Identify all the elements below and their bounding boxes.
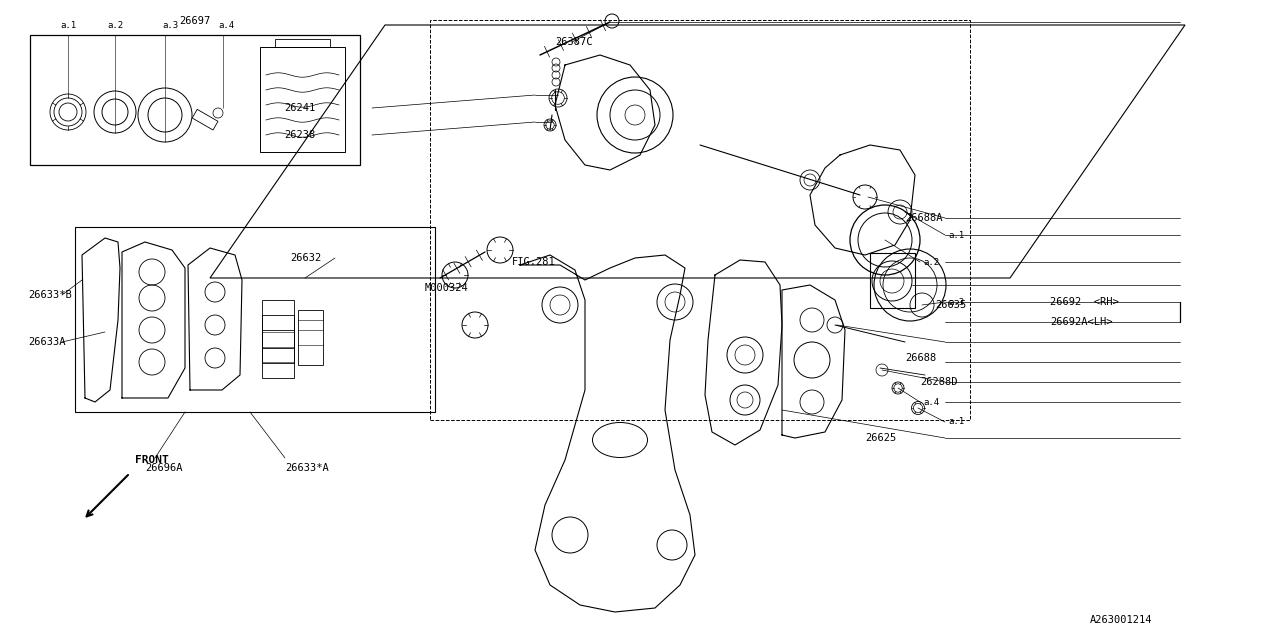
Text: a.2: a.2 <box>923 257 940 266</box>
Text: 26633*A: 26633*A <box>285 463 329 473</box>
Text: 26633A: 26633A <box>28 337 65 347</box>
Bar <box>430 20 970 420</box>
Text: 26238: 26238 <box>284 130 315 140</box>
Text: 26635: 26635 <box>934 300 966 310</box>
Text: 26692A<LH>: 26692A<LH> <box>1050 317 1112 327</box>
Bar <box>262 315 294 363</box>
Text: 26696A: 26696A <box>145 463 183 473</box>
Text: a.3: a.3 <box>163 21 178 30</box>
Text: 26633*B: 26633*B <box>28 290 72 300</box>
Text: a.4: a.4 <box>923 397 940 406</box>
Text: a.3: a.3 <box>948 298 964 307</box>
Text: 26692  <RH>: 26692 <RH> <box>1050 297 1119 307</box>
Text: 26688: 26688 <box>905 353 936 363</box>
Bar <box>192 109 218 130</box>
Text: 26387C: 26387C <box>556 37 593 47</box>
Text: a.2: a.2 <box>108 21 123 30</box>
Bar <box>275 39 330 47</box>
Bar <box>870 253 915 308</box>
Text: FIG.281: FIG.281 <box>512 257 556 267</box>
Text: 26625: 26625 <box>865 433 896 443</box>
Text: 26241: 26241 <box>284 103 315 113</box>
Text: 26688A: 26688A <box>905 213 942 223</box>
Bar <box>76 227 435 412</box>
Text: a.4: a.4 <box>218 21 234 30</box>
Text: a.1: a.1 <box>60 21 76 30</box>
Text: 26288D: 26288D <box>920 377 957 387</box>
Text: M000324: M000324 <box>425 283 468 293</box>
Bar <box>29 35 360 165</box>
Text: 26632: 26632 <box>291 253 321 263</box>
Text: FRONT: FRONT <box>134 455 169 465</box>
Text: 26697: 26697 <box>179 16 211 26</box>
Text: A263001214: A263001214 <box>1091 615 1152 625</box>
Text: a.1: a.1 <box>948 230 964 239</box>
Bar <box>262 330 294 378</box>
Bar <box>262 300 294 348</box>
Text: a.1: a.1 <box>948 417 964 426</box>
Bar <box>298 310 323 365</box>
Bar <box>260 47 346 152</box>
